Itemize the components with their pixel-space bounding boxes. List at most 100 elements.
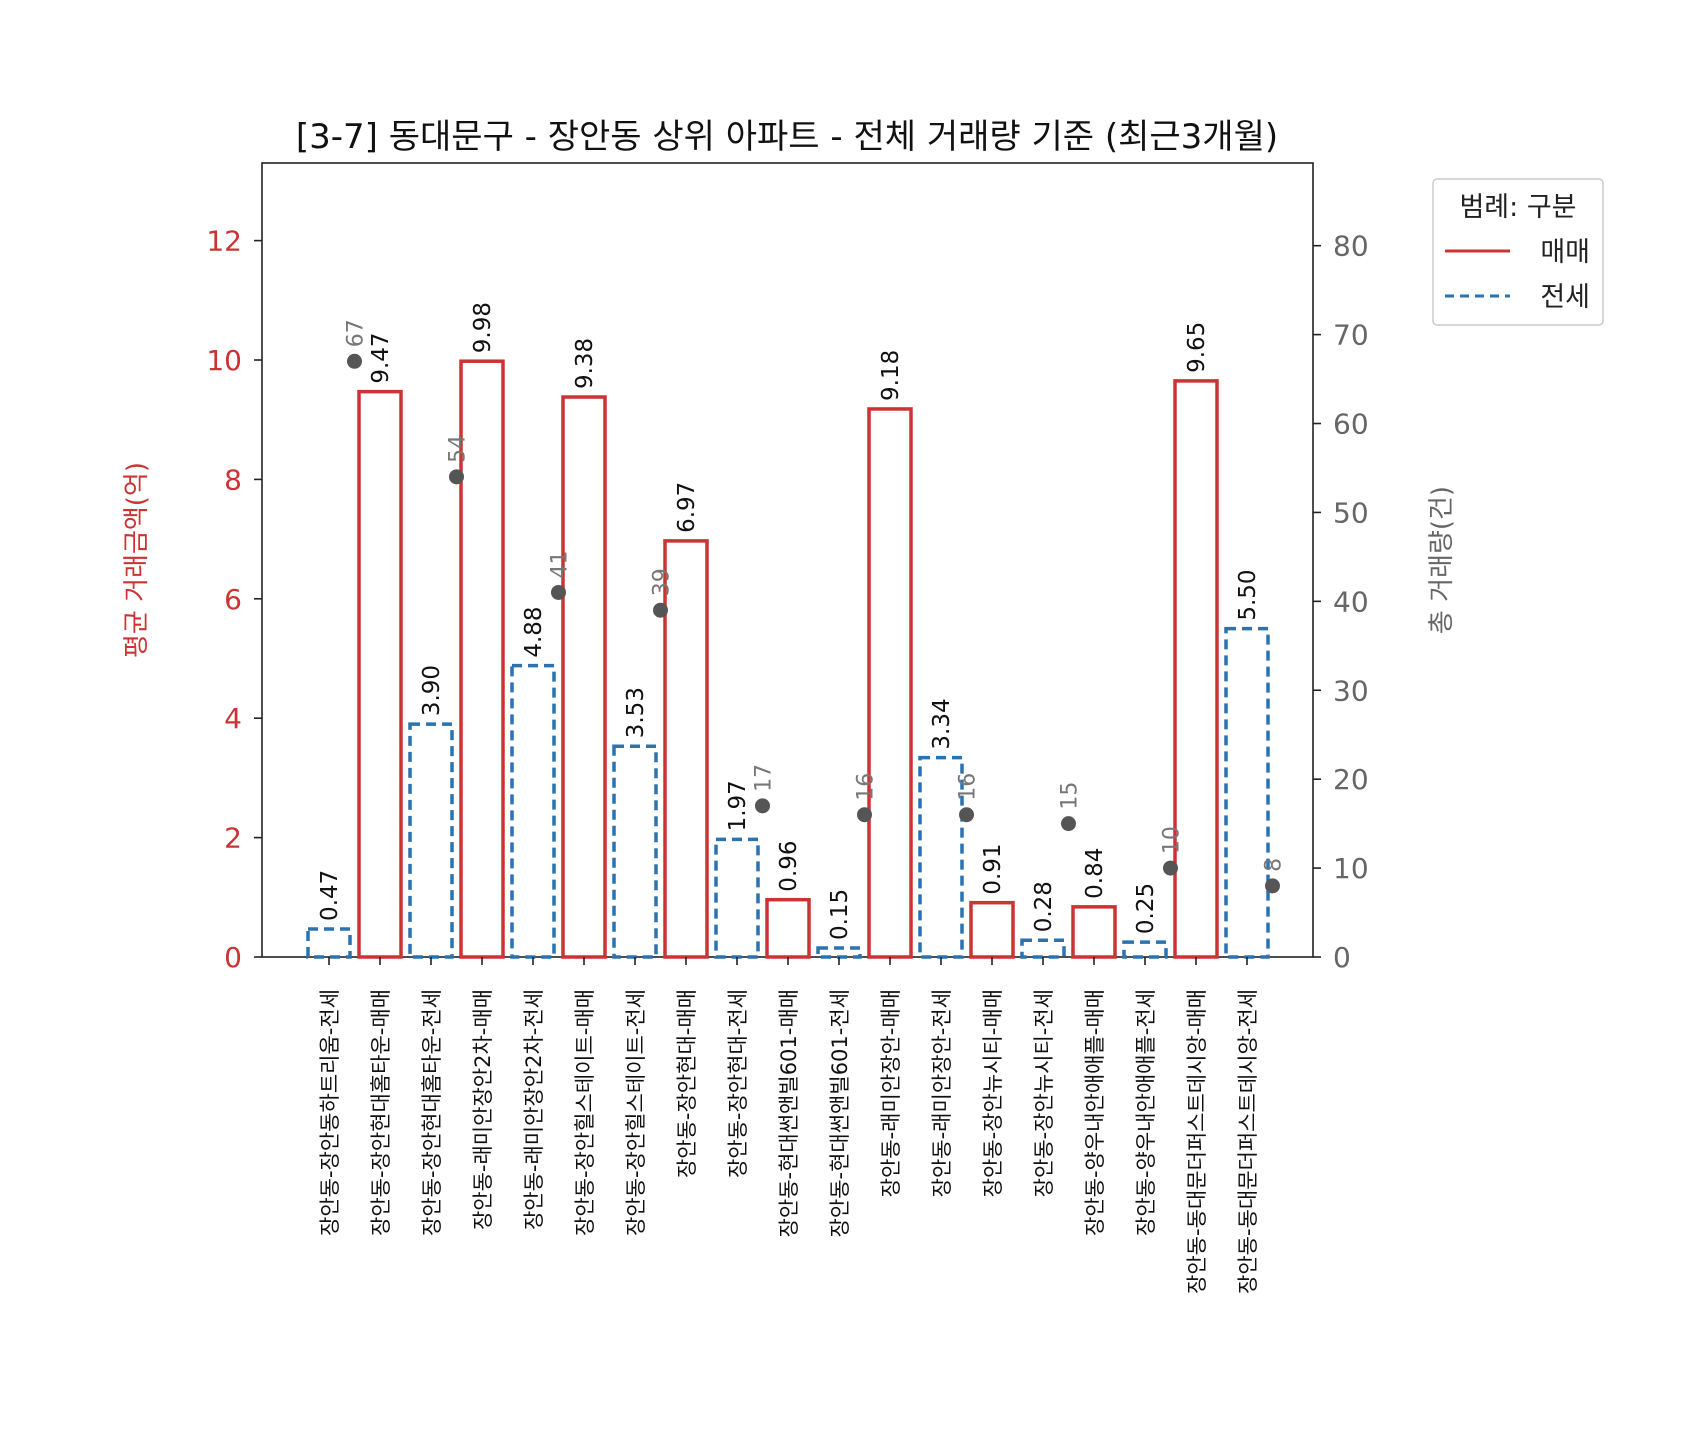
bar-value-label: 0.91 <box>980 843 1006 894</box>
x-tick-label: 장안동-동대문더퍼스트데시앙-매매 <box>1185 989 1209 1294</box>
x-axis: 장안동-장안동하트리움-전세 장안동-장안현대홈타운-매매 장안동-장안현대홈타운-… <box>318 957 1260 1294</box>
x-tick-label: 장안동-래미안장안2차-매매 <box>471 989 495 1230</box>
bar-value-label: 0.28 <box>1031 881 1057 932</box>
bar-value-label: 0.25 <box>1133 883 1159 934</box>
bar-value-label: 9.18 <box>878 350 904 401</box>
right-tick-label: 60 <box>1333 408 1369 441</box>
count-point <box>959 807 974 823</box>
count-point <box>551 584 566 600</box>
x-tick-label: 장안동-장안뉴시티-매매 <box>981 989 1005 1197</box>
bar-sale <box>765 897 811 959</box>
right-tick-label: 20 <box>1333 763 1369 796</box>
right-tick-label: 30 <box>1333 674 1369 707</box>
x-tick-label: 장안동-래미안장안-전세 <box>930 989 954 1197</box>
bar-sale <box>561 395 607 959</box>
count-point-label: 15 <box>1058 782 1083 810</box>
bar-value-label: 0.84 <box>1082 848 1108 899</box>
bars-layer: 0.47 9.47 3.90 9.98 4.88 9.38 3.53 6.97 1.97 0.96… <box>306 302 1270 959</box>
x-tick-label: 장안동-동대문더퍼스트데시앙-전세 <box>1236 989 1260 1294</box>
left-tick-label: 4 <box>224 702 242 735</box>
x-tick-label: 장안동-현대썬앤빌601-전세 <box>828 989 852 1237</box>
count-point-label: 10 <box>1160 826 1185 854</box>
bar-value-label: 9.47 <box>368 332 394 383</box>
bar-value-label: 9.38 <box>572 338 598 389</box>
bar-value-label: 5.50 <box>1235 569 1261 620</box>
x-tick-label: 장안동-장안현대홈타운-매매 <box>369 989 393 1236</box>
left-tick-label: 10 <box>206 344 242 377</box>
plot-area-frame <box>261 162 1314 958</box>
left-axis-label: 평균 거래금액(억) <box>122 462 152 658</box>
count-point-label: 17 <box>752 764 777 792</box>
right-tick-label: 50 <box>1333 496 1369 529</box>
right-tick-label: 40 <box>1333 585 1369 618</box>
bar-jeonse <box>1122 940 1168 959</box>
x-tick-label: 장안동-래미안장안-매매 <box>879 989 903 1197</box>
bar-value-label: 0.47 <box>317 870 343 921</box>
right-y-axis: 0 10 20 30 40 50 60 70 80 <box>1313 230 1369 974</box>
left-tick-label: 8 <box>224 463 242 496</box>
x-tick-label: 장안동-장안현대-매매 <box>675 989 699 1178</box>
legend-box <box>1432 178 1604 326</box>
legend-label-jeonse: 전세 <box>1540 282 1590 313</box>
x-tick-label: 장안동-양우내안애애플-매매 <box>1083 989 1107 1236</box>
count-point <box>1061 816 1076 832</box>
bar-jeonse <box>306 927 352 959</box>
bar-value-label: 0.15 <box>827 889 853 940</box>
bar-value-label: 1.97 <box>725 780 751 831</box>
count-point-label: 16 <box>854 773 879 801</box>
count-point-label: 39 <box>650 568 675 596</box>
bar-jeonse <box>1224 626 1270 959</box>
count-points-layer: 67 54 41 39 17 16 16 15 10 8 <box>344 319 1287 894</box>
right-tick-label: 10 <box>1333 852 1369 885</box>
count-point <box>755 798 770 814</box>
count-point <box>1163 860 1178 876</box>
x-tick-label: 장안동-장안동하트리움-전세 <box>318 989 342 1236</box>
count-point-label: 16 <box>956 773 981 801</box>
count-point-label: 67 <box>344 319 369 347</box>
bar-value-label: 9.65 <box>1184 322 1210 373</box>
x-tick-label: 장안동-장안힐스테이트-매매 <box>573 989 597 1236</box>
chart-title: [3-7] 동대문구 - 장안동 상위 아파트 - 전체 거래량 기준 (최근3… <box>296 117 1278 157</box>
x-tick-label: 장안동-래미안장안2차-전세 <box>522 989 546 1230</box>
legend-title: 범례: 구분 <box>1459 192 1576 223</box>
bar-jeonse <box>1020 938 1066 959</box>
bar-value-label: 0.96 <box>776 840 802 891</box>
x-tick-label: 장안동-양우내안애애플-전세 <box>1134 989 1158 1236</box>
x-tick-label: 장안동-장안힐스테이트-전세 <box>624 989 648 1236</box>
bar-sale <box>357 389 403 959</box>
bar-sale <box>969 900 1015 959</box>
bar-value-label: 6.97 <box>674 482 700 533</box>
count-point-label: 8 <box>1262 858 1287 872</box>
right-tick-label: 0 <box>1333 941 1351 974</box>
legend-label-sale: 매매 <box>1540 237 1590 268</box>
count-point <box>653 602 668 618</box>
left-tick-label: 6 <box>224 583 242 616</box>
left-tick-label: 0 <box>224 941 242 974</box>
right-tick-label: 80 <box>1333 230 1369 263</box>
bar-value-label: 3.90 <box>419 665 445 716</box>
count-point <box>347 353 362 369</box>
left-tick-label: 2 <box>224 822 242 855</box>
right-axis-label: 총 거래량(건) <box>1427 486 1457 634</box>
bar-value-label: 9.98 <box>470 302 496 353</box>
bar-sale <box>1071 905 1117 959</box>
bar-jeonse <box>714 837 760 959</box>
bar-jeonse <box>408 722 454 959</box>
count-point-label: 54 <box>446 435 471 463</box>
x-tick-label: 장안동-장안현대-전세 <box>726 989 750 1178</box>
right-tick-label: 70 <box>1333 319 1369 352</box>
left-tick-label: 12 <box>206 225 242 258</box>
x-tick-label: 장안동-장안뉴시티-전세 <box>1032 989 1056 1197</box>
legend: 범례: 구분 매매 전세 <box>1432 178 1604 326</box>
count-point <box>1265 878 1280 894</box>
count-point-label: 41 <box>548 550 573 578</box>
x-tick-label: 장안동-장안현대홈타운-전세 <box>420 989 444 1236</box>
left-y-axis: 0 2 4 6 8 10 12 <box>206 225 262 974</box>
bar-value-label: 4.88 <box>521 606 547 657</box>
count-point <box>857 807 872 823</box>
bar-jeonse <box>816 946 862 959</box>
x-tick-label: 장안동-현대썬앤빌601-매매 <box>777 989 801 1237</box>
bar-jeonse <box>612 744 658 959</box>
bar-value-label: 3.53 <box>623 687 649 738</box>
